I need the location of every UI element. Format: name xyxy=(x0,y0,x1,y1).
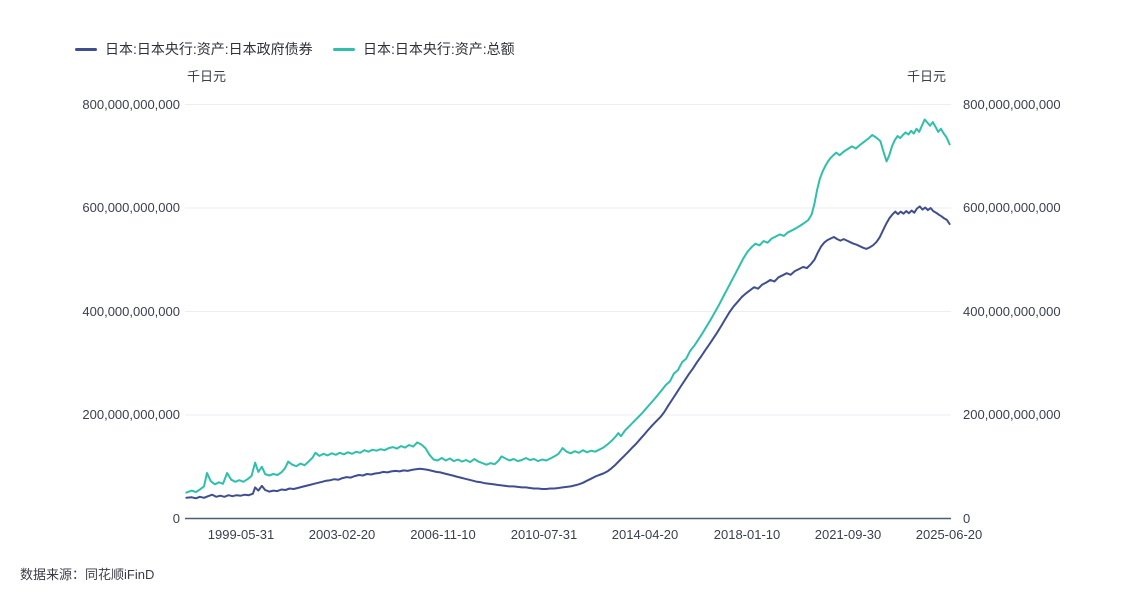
legend-item-jgb[interactable]: 日本:日本央行:资产:日本政府债券 xyxy=(75,41,313,57)
y-tick-label-right: 200,000,000,000 xyxy=(963,407,1061,422)
legend-item-total[interactable]: 日本:日本央行:资产:总额 xyxy=(333,41,515,57)
x-tick-label: 2025-06-20 xyxy=(915,527,983,542)
x-tick-label: 1999-05-31 xyxy=(207,527,275,542)
data-source-note: 数据来源：同花顺iFinD xyxy=(20,567,155,582)
y-tick-label-left: 400,000,000,000 xyxy=(82,304,180,319)
y-tick-label-right: 400,000,000,000 xyxy=(963,304,1061,319)
y-tick-label-left: 800,000,000,000 xyxy=(82,97,180,112)
y-tick-label-right: 600,000,000,000 xyxy=(963,200,1061,215)
chart-plot-area[interactable] xyxy=(185,95,951,520)
legend-label: 日本:日本央行:资产:总额 xyxy=(363,41,515,57)
y-tick-label-right: 800,000,000,000 xyxy=(963,97,1061,112)
x-tick-label: 2003-02-20 xyxy=(308,527,376,542)
x-tick-label: 2018-01-10 xyxy=(713,527,781,542)
y-tick-label-right: 0 xyxy=(963,511,971,526)
legend-line-marker xyxy=(333,47,355,51)
legend-label: 日本:日本央行:资产:日本政府债券 xyxy=(105,41,313,57)
series-line-boj-jgb-holdings[interactable] xyxy=(185,205,951,500)
x-tick-label: 2021-09-30 xyxy=(814,527,882,542)
y-tick-label-left: 200,000,000,000 xyxy=(82,407,180,422)
x-tick-label: 2014-04-20 xyxy=(611,527,679,542)
x-tick-label: 2006-11-10 xyxy=(410,527,476,542)
y-tick-label-left: 0 xyxy=(172,511,180,526)
y-axis-unit-left: 千日元 xyxy=(187,69,227,84)
x-tick-label: 2010-07-31 xyxy=(510,527,578,542)
y-axis-unit-right: 千日元 xyxy=(907,69,947,84)
y-tick-label-left: 600,000,000,000 xyxy=(82,200,180,215)
series-line-boj-total-assets[interactable] xyxy=(185,118,951,494)
legend-line-marker xyxy=(75,47,97,51)
